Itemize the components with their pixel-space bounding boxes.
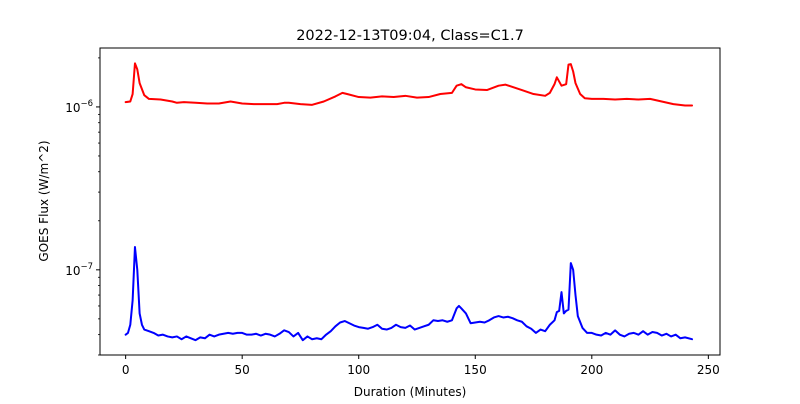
plot-area: 0 50 100 150 200 250 10−7 10−6 [65, 47, 721, 377]
x-tick-label-4: 200 [580, 363, 603, 377]
y-axis-label: GOES Flux (W/m^2) [37, 140, 51, 261]
chart-title: 2022-12-13T09:04, Class=C1.7 [296, 28, 524, 44]
x-tick-label-0: 0 [122, 363, 130, 377]
plot-frame [99, 47, 721, 356]
y-tick-label-0: 10−7 [65, 262, 93, 278]
x-axis-label: Duration (Minutes) [354, 385, 467, 399]
series-line-1 [124, 246, 694, 342]
y-tick-label-1: 10−6 [65, 99, 93, 115]
x-tick-label-3: 150 [464, 363, 487, 377]
x-tick-label-2: 100 [347, 363, 370, 377]
x-tick-label-5: 250 [697, 363, 720, 377]
x-tick-label-1: 50 [235, 363, 250, 377]
series-line-0 [124, 62, 694, 107]
